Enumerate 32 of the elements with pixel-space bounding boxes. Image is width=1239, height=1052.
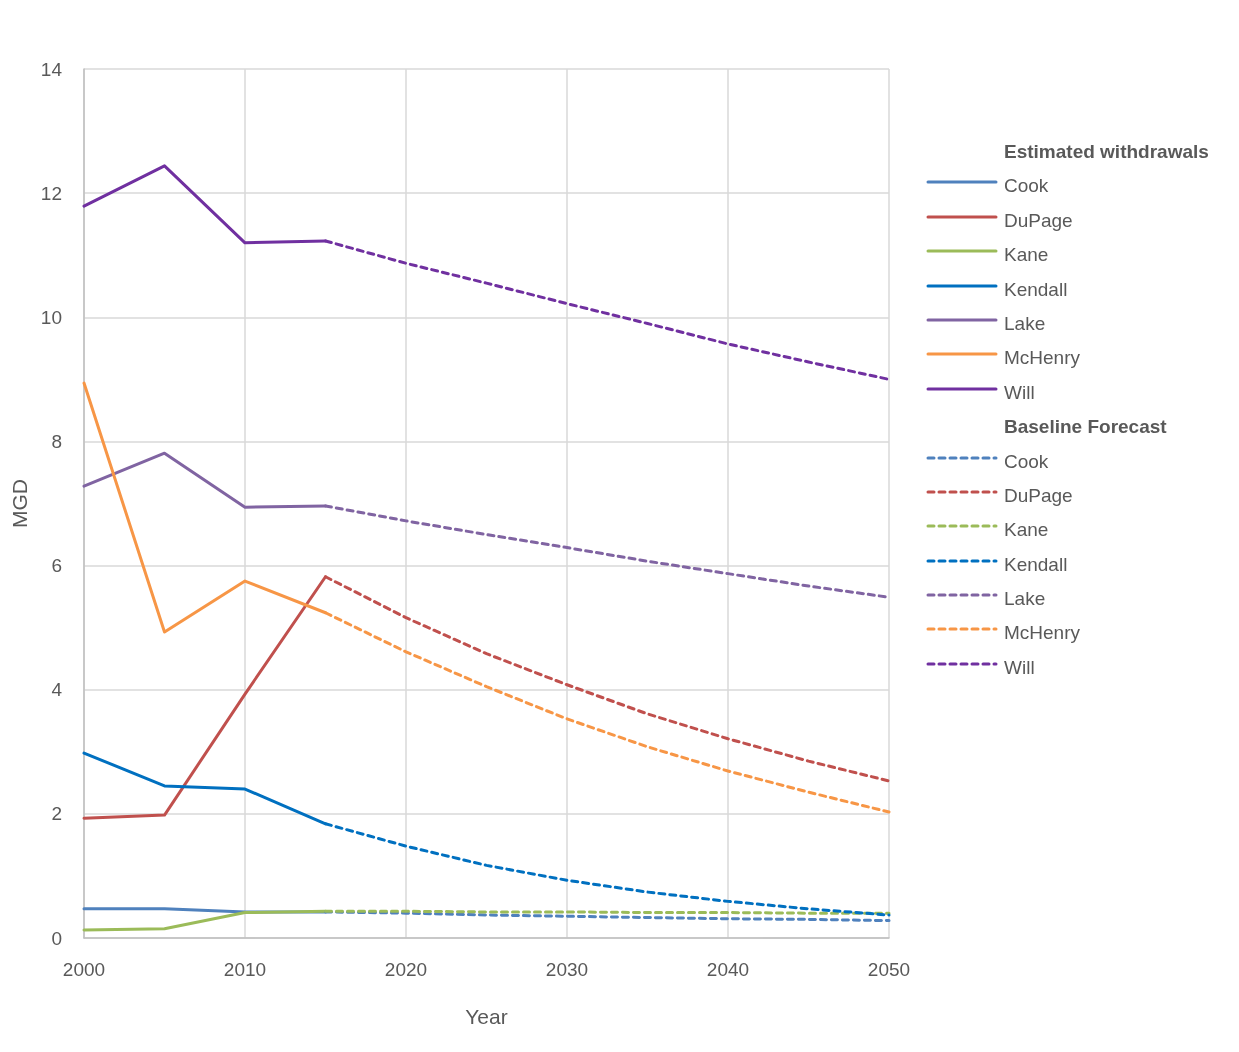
y-tick-label: 14 [40, 58, 63, 80]
text: Estimated withdrawals [1004, 141, 1209, 162]
y-tick-label: 8 [51, 430, 62, 452]
legend-label: McHenry [1004, 346, 1081, 371]
x-tick-label: 2000 [62, 959, 106, 980]
y-tick-label: 12 [40, 182, 62, 204]
legend-label: Lake [1004, 587, 1046, 612]
legend-label: DuPage [1004, 208, 1073, 233]
x-tick-label: 2020 [384, 959, 428, 980]
x-tick-label: 2050 [867, 959, 911, 980]
legend-label: Kendall [1004, 552, 1068, 577]
y-axis-title: MGD [7, 479, 31, 528]
y-tick-label: 10 [40, 306, 62, 328]
y-tick-label: 0 [51, 927, 62, 949]
y-tick-label: 2 [51, 803, 62, 825]
legend-label: Kendall [1004, 277, 1068, 302]
legend-label: Will [1004, 380, 1035, 405]
y-tick-label: 6 [51, 555, 62, 577]
legend-label: Cook [1004, 174, 1049, 199]
legend-label: Lake [1004, 311, 1046, 336]
legend-label: Kane [1004, 518, 1049, 543]
legend-label: Kane [1004, 243, 1049, 268]
x-axis-title: Year [465, 1005, 508, 1028]
legend-label: McHenry [1004, 621, 1081, 646]
text: Baseline Forecast [1004, 416, 1167, 438]
legend-label: Cook [1004, 449, 1049, 474]
legend-label: Will [1004, 655, 1035, 680]
x-tick-label: 2030 [545, 959, 589, 980]
legend-label: DuPage [1004, 483, 1073, 508]
x-tick-label: 2040 [706, 959, 750, 980]
y-tick-label: 4 [51, 679, 63, 701]
x-tick-label: 2010 [223, 959, 267, 980]
